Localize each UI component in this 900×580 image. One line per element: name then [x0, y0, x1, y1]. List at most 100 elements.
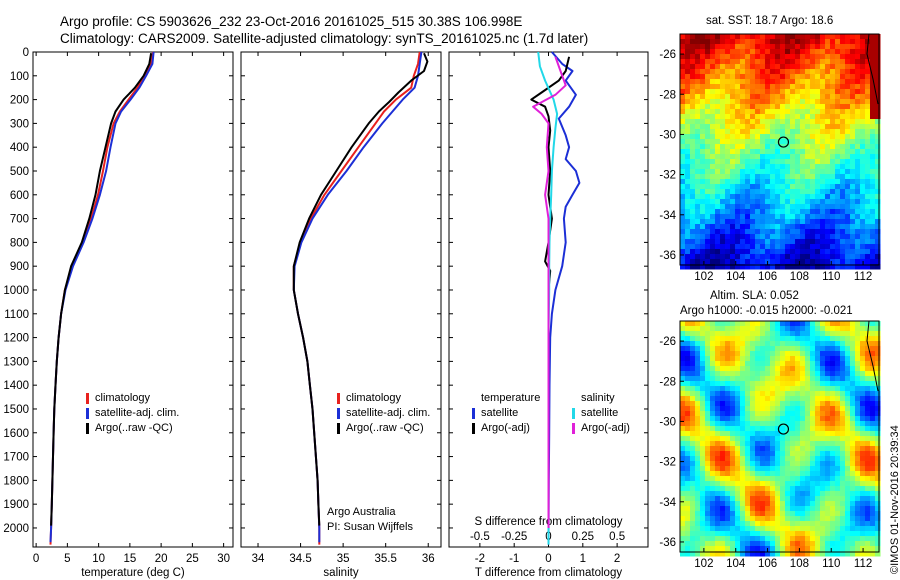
imos-credit: ©IMOS 01-Nov-2016 20:39:34 — [889, 425, 900, 574]
map-cell — [770, 421, 776, 427]
map-cell — [690, 481, 696, 487]
x-tick-label: 25 — [186, 553, 199, 565]
map-cell — [685, 114, 691, 120]
map-cell — [825, 204, 831, 210]
map-cell — [790, 321, 796, 327]
map-cell — [810, 426, 816, 432]
map-cell — [730, 189, 736, 195]
map-cell — [830, 481, 836, 487]
map-cell — [715, 506, 721, 512]
map-cell — [830, 74, 836, 80]
map-cell — [870, 506, 876, 512]
map-cell — [825, 346, 831, 352]
map-cell — [835, 44, 841, 50]
map-cell — [850, 49, 856, 55]
map-cell — [755, 89, 761, 95]
map-cell — [790, 411, 796, 417]
map-cell — [790, 254, 796, 260]
map-cell — [825, 144, 831, 150]
map-cell — [745, 391, 751, 397]
map-cell — [710, 426, 716, 432]
map-cell — [800, 321, 806, 327]
map-cell — [725, 486, 731, 492]
map-cell — [690, 34, 696, 40]
map-cell — [845, 179, 851, 185]
map-cell — [715, 406, 721, 412]
map-cell — [720, 249, 726, 255]
map-x-tick-label: 104 — [726, 271, 746, 283]
map-cell — [720, 526, 726, 532]
map-cell — [705, 481, 711, 487]
map-cell — [745, 461, 751, 467]
map-cell — [700, 99, 706, 105]
map-cell — [830, 551, 836, 557]
map-cell — [715, 321, 721, 327]
map-cell — [705, 451, 711, 457]
map-cell — [700, 326, 706, 332]
map-cell — [735, 351, 741, 357]
map-cell — [680, 84, 686, 90]
y-tick-label: 1200 — [3, 333, 29, 345]
map-cell — [850, 84, 856, 90]
map-cell — [865, 239, 871, 245]
map-cell — [730, 451, 736, 457]
map-cell — [785, 386, 791, 392]
map-cell — [770, 411, 776, 417]
map-cell — [850, 541, 856, 547]
map-cell — [860, 119, 866, 125]
map-cell — [760, 44, 766, 50]
map-cell — [775, 531, 781, 537]
map-cell — [710, 506, 716, 512]
map-cell — [710, 244, 716, 250]
map-cell — [715, 244, 721, 250]
map-cell — [765, 99, 771, 105]
map-cell — [730, 119, 736, 125]
map-cell — [865, 134, 871, 140]
map-cell — [865, 531, 871, 537]
map-cell — [740, 436, 746, 442]
map-cell — [795, 249, 801, 255]
map-cell — [680, 154, 686, 160]
map-cell — [815, 34, 821, 40]
map-cell — [705, 446, 711, 452]
map-cell — [695, 541, 701, 547]
map-cell — [730, 224, 736, 230]
map-cell — [845, 264, 851, 270]
map-cell — [805, 94, 811, 100]
map-cell — [830, 466, 836, 472]
map-cell — [760, 194, 766, 200]
map-cell — [785, 189, 791, 195]
map-cell — [785, 551, 791, 557]
map-cell — [720, 366, 726, 372]
map-cell — [845, 249, 851, 255]
map-cell — [825, 54, 831, 60]
map-cell — [770, 49, 776, 55]
map-cell — [740, 371, 746, 377]
map-cell — [855, 229, 861, 235]
map-cell — [735, 486, 741, 492]
map-cell — [765, 204, 771, 210]
map-cell — [815, 99, 821, 105]
map-cell — [690, 471, 696, 477]
map-cell — [795, 446, 801, 452]
map-cell — [755, 239, 761, 245]
map-cell — [770, 164, 776, 170]
map-cell — [760, 481, 766, 487]
map-cell — [755, 124, 761, 130]
map-cell — [795, 391, 801, 397]
map-cell — [685, 436, 691, 442]
map-cell — [850, 341, 856, 347]
map-cell — [685, 461, 691, 467]
map-cell — [785, 341, 791, 347]
map-cell — [710, 184, 716, 190]
map-cell — [700, 461, 706, 467]
map-cell — [680, 406, 686, 412]
map-cell — [720, 39, 726, 45]
map-cell — [745, 511, 751, 517]
map-cell — [700, 411, 706, 417]
map-cell — [755, 351, 761, 357]
map-cell — [820, 39, 826, 45]
map-cell — [845, 501, 851, 507]
map-cell — [710, 189, 716, 195]
map-cell — [845, 516, 851, 522]
